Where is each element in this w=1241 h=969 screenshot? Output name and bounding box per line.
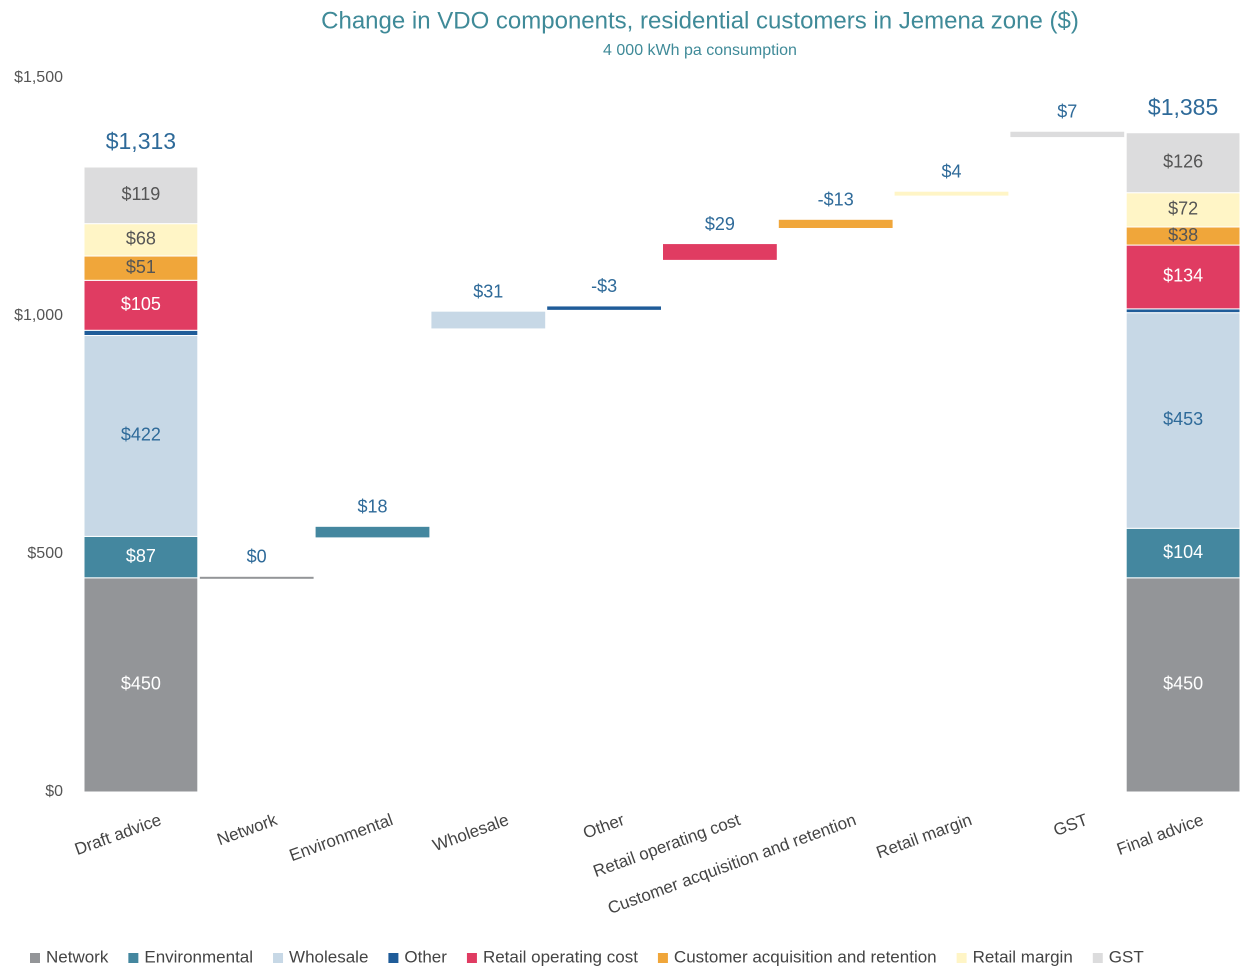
legend-swatch (128, 953, 139, 963)
total-label: $1,313 (106, 128, 176, 154)
segment-label: $453 (1163, 409, 1203, 429)
stack-segment (1125, 312, 1241, 529)
change-bar (199, 576, 314, 579)
change-bar (778, 219, 893, 228)
change-bar (315, 526, 430, 538)
segment-label: $422 (121, 425, 161, 445)
change-bar (547, 306, 661, 310)
segment-label: $104 (1163, 542, 1203, 562)
change-bar (663, 244, 777, 260)
y-tick-label: $1,000 (14, 307, 63, 324)
stack-segment (1125, 192, 1241, 228)
change-label: $29 (705, 214, 735, 234)
x-tick-label: Retail margin (874, 810, 975, 862)
y-tick-label: $0 (45, 783, 63, 800)
legend-label: Network (46, 947, 109, 966)
legend-label: Other (404, 947, 447, 966)
change-bar (431, 311, 546, 329)
legend-label: GST (1109, 947, 1144, 966)
segment-label: $105 (121, 294, 161, 314)
y-tick-label: $500 (27, 545, 63, 562)
legend-swatch (466, 953, 477, 963)
total-label: $1,385 (1148, 94, 1218, 120)
x-tick-label: Other (581, 810, 628, 843)
segment-label: $87 (126, 546, 156, 566)
x-tick-label: Environmental (287, 810, 396, 865)
stack-segment (1125, 132, 1241, 194)
stack-segment (83, 255, 199, 281)
change-bar (894, 191, 1009, 196)
x-tick-label: Network (215, 810, 281, 849)
change-bar (1010, 131, 1125, 138)
stack-segment (1125, 527, 1241, 579)
legend-label: Customer acquisition and retention (674, 947, 937, 966)
legend-swatch (30, 953, 40, 963)
change-label: $7 (1057, 101, 1077, 121)
legend-swatch (388, 953, 399, 963)
x-tick-label: GST (1051, 810, 1090, 840)
segment-label: $126 (1163, 151, 1203, 171)
stack-segment (83, 577, 199, 793)
stack-segment (83, 279, 199, 331)
change-label: $0 (247, 547, 267, 567)
x-tick-label: Final advice (1114, 810, 1206, 859)
change-label: -$13 (818, 190, 854, 210)
legend-label: Environmental (144, 947, 253, 966)
segment-label: $72 (1168, 199, 1198, 219)
legend-label: Retail operating cost (483, 947, 638, 966)
stack-segment (1125, 577, 1241, 793)
stack-segment (83, 535, 199, 579)
segment-label: $119 (122, 184, 161, 204)
x-tick-label: Draft advice (72, 810, 164, 859)
chart-subtitle: 4 000 kWh pa consumption (603, 42, 797, 59)
legend-swatch (1092, 953, 1103, 963)
segment-label: $450 (121, 674, 161, 694)
legend-swatch (657, 953, 668, 963)
segment-label: $51 (126, 257, 156, 277)
stack-segment (83, 166, 199, 225)
x-tick-label: Wholesale (430, 810, 511, 855)
stack-segment (83, 223, 199, 257)
stack-segment (83, 329, 199, 337)
change-label: $4 (941, 161, 961, 181)
segment-label: $38 (1168, 225, 1198, 245)
segment-label: $450 (1163, 674, 1203, 694)
legend-swatch (956, 953, 967, 963)
stack-segment (1125, 244, 1241, 310)
change-label: $18 (357, 497, 387, 517)
legend-label: Wholesale (289, 947, 368, 966)
segment-label: $68 (126, 229, 156, 249)
segment-label: $134 (1163, 266, 1203, 286)
legend-swatch (273, 953, 284, 963)
change-label: -$3 (591, 276, 617, 296)
legend-label: Retail margin (973, 947, 1073, 966)
y-tick-label: $1,500 (14, 69, 63, 86)
change-label: $31 (473, 281, 503, 301)
stack-segment (1125, 308, 1241, 314)
chart-title: Change in VDO components, residential cu… (321, 7, 1079, 34)
